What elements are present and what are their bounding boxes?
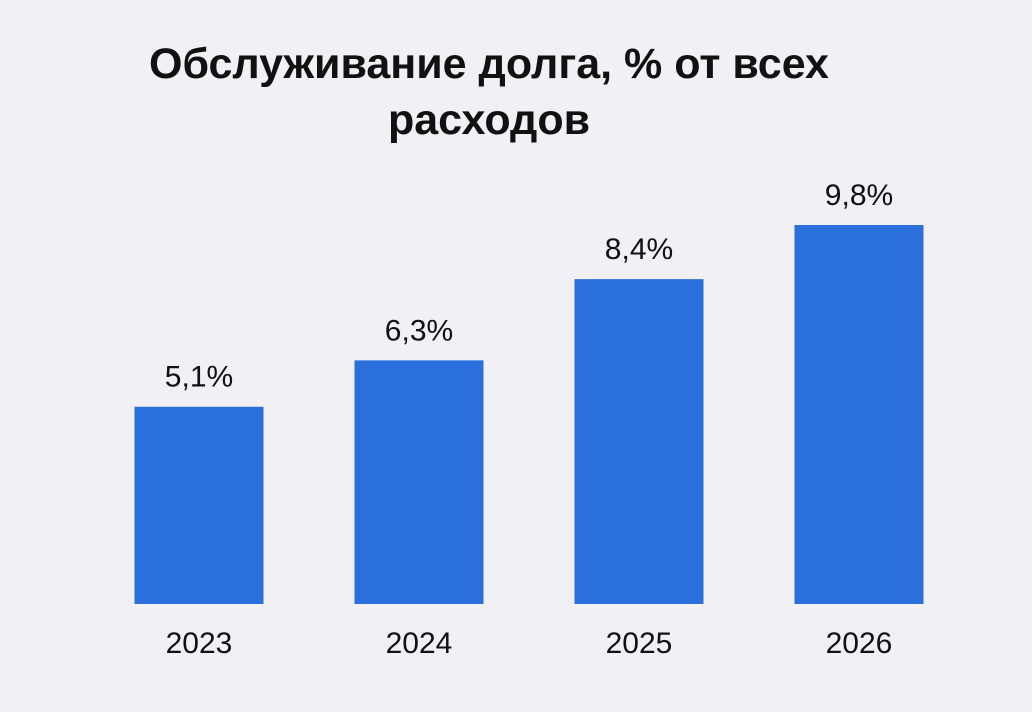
- value-label: 6,3%: [385, 314, 453, 347]
- chart-title: Обслуживание долга, % от всех расходов: [149, 40, 829, 144]
- bar: [354, 360, 484, 604]
- bar: [134, 406, 264, 604]
- value-label: 8,4%: [605, 233, 673, 266]
- x-tick-label: 2023: [166, 627, 233, 660]
- bar: [574, 279, 704, 604]
- x-tick-label: 2026: [826, 627, 893, 660]
- bar: [794, 225, 924, 604]
- x-tick-label: 2024: [386, 627, 453, 660]
- value-label: 5,1%: [165, 361, 233, 394]
- x-tick-label: 2025: [606, 627, 673, 660]
- value-label: 9,8%: [825, 179, 893, 212]
